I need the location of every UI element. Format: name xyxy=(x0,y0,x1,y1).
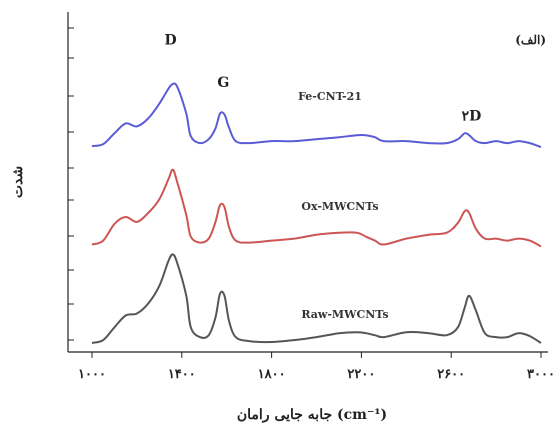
series-label-bg xyxy=(297,307,393,322)
x-tick-label: ۱۰۰۰ xyxy=(78,367,106,382)
peak-label-۲d: ۲D xyxy=(462,108,482,124)
series-label-raw-mwcnts: Raw-MWCNTs xyxy=(301,308,388,321)
series-line-ox-mwcnts xyxy=(91,168,542,248)
x-tick-label: ۲۶۰۰ xyxy=(437,367,465,382)
x-tick-label: ۱۸۰۰ xyxy=(258,367,286,382)
series-labels: Fe-CNT-21 Ox-MWCNTs Raw-MWCNTs xyxy=(282,89,393,322)
x-axis-ticks: ۱۰۰۰ ۱۴۰۰ ۱۸۰۰ ۲۲۰۰ ۲۶۰۰ ۳۰۰۰ xyxy=(78,352,555,382)
series-label-bg xyxy=(282,89,378,104)
peak-label-g: G xyxy=(217,75,229,91)
y-axis-ticks xyxy=(68,27,74,341)
panel-label: (الف) xyxy=(515,33,546,47)
peak-labels: D G ۲D xyxy=(165,33,482,125)
plot-frame: ۱۰۰۰ ۱۴۰۰ ۱۸۰۰ ۲۲۰۰ ۲۶۰۰ ۳۰۰۰ xyxy=(67,12,555,382)
series-label-bg xyxy=(292,199,388,214)
x-axis-title: جابه جایی رامان (cm⁻¹) xyxy=(237,407,387,423)
x-tick-label: ۳۰۰۰ xyxy=(527,367,555,382)
series-line-raw-mwcnts xyxy=(91,253,542,344)
series-line-fe-cnt-21 xyxy=(91,82,542,148)
peak-label-d: D xyxy=(165,33,177,49)
series-label-fe-cnt-21: Fe-CNT-21 xyxy=(298,90,362,103)
series-lines xyxy=(91,82,542,344)
x-tick-label: ۱۴۰۰ xyxy=(168,367,196,382)
series-label-ox-mwcnts: Ox-MWCNTs xyxy=(301,200,378,213)
x-tick-label: ۲۲۰۰ xyxy=(347,367,375,382)
y-axis-title: شدت xyxy=(10,166,26,198)
